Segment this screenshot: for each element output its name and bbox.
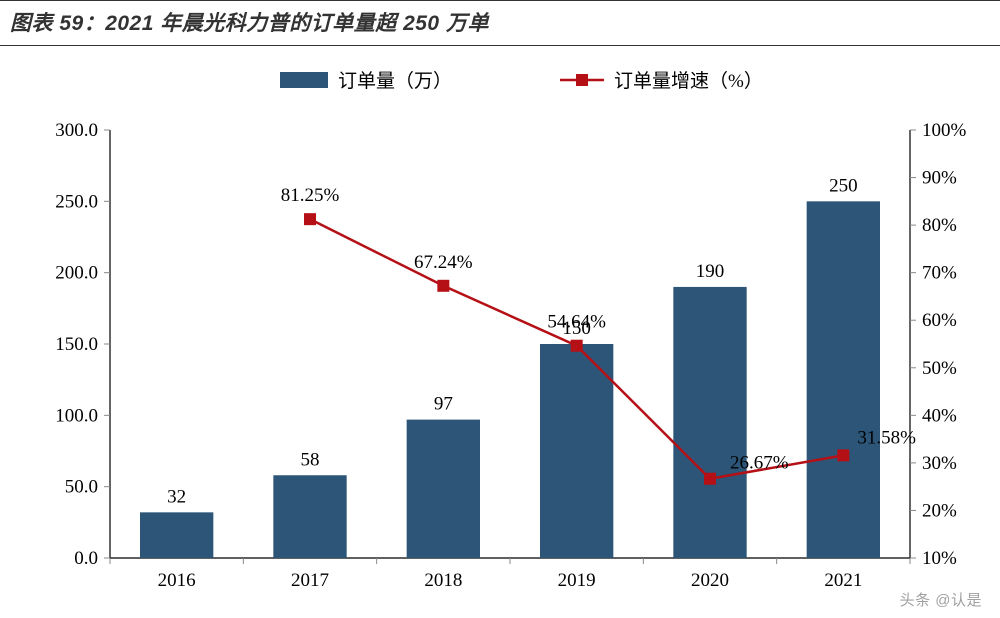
title-bar: 图表 59：2021 年晨光科力普的订单量超 250 万单 bbox=[0, 0, 1000, 46]
y-left-label: 200.0 bbox=[55, 263, 98, 284]
growth-value-label: 31.58% bbox=[857, 427, 916, 448]
legend-bar-swatch bbox=[280, 72, 328, 88]
bar bbox=[807, 201, 880, 558]
bar-value-label: 250 bbox=[829, 175, 858, 196]
y-left-label: 250.0 bbox=[55, 191, 98, 212]
y-left-label: 300.0 bbox=[55, 120, 98, 141]
bar bbox=[273, 475, 346, 558]
x-category-label: 2017 bbox=[291, 570, 329, 591]
y-right-label: 100% bbox=[922, 120, 967, 141]
growth-value-label: 67.24% bbox=[414, 252, 473, 273]
growth-marker bbox=[837, 449, 849, 461]
y-right-label: 20% bbox=[922, 500, 957, 521]
y-right-label: 40% bbox=[922, 405, 957, 426]
x-category-label: 2018 bbox=[424, 570, 462, 591]
x-category-label: 2019 bbox=[558, 570, 596, 591]
bar bbox=[540, 344, 613, 558]
y-right-label: 30% bbox=[922, 453, 957, 474]
x-category-label: 2016 bbox=[158, 570, 196, 591]
legend-line-marker bbox=[576, 74, 588, 86]
growth-value-label: 81.25% bbox=[281, 185, 340, 206]
y-left-label: 100.0 bbox=[55, 405, 98, 426]
y-right-label: 50% bbox=[922, 358, 957, 379]
chart-area: 订单量（万） 订单量增速（%） 0.0 50.0 100.0 150.0 200.0 250.… bbox=[30, 60, 990, 608]
chart-svg: 订单量（万） 订单量增速（%） 0.0 50.0 100.0 150.0 200.0 250.… bbox=[30, 60, 990, 608]
bar bbox=[673, 287, 746, 558]
x-category-label: 2021 bbox=[824, 570, 862, 591]
bar bbox=[407, 420, 480, 558]
bar-value-label: 32 bbox=[167, 486, 186, 507]
growth-value-label: 26.67% bbox=[730, 453, 789, 474]
growth-marker bbox=[304, 213, 316, 225]
y-right-label: 80% bbox=[922, 215, 957, 236]
x-category-label: 2020 bbox=[691, 570, 729, 591]
watermark-text: 头条 @认是 bbox=[900, 589, 982, 610]
growth-value-label: 54.64% bbox=[547, 312, 606, 333]
chart-figure: 图表 59：2021 年晨光科力普的订单量超 250 万单 订单量（万） 订单量增… bbox=[0, 0, 1000, 618]
growth-marker bbox=[571, 340, 583, 352]
legend-bar-label: 订单量（万） bbox=[338, 70, 452, 92]
y-left-label: 150.0 bbox=[55, 334, 98, 355]
y-right-label: 70% bbox=[922, 263, 957, 284]
bar-value-label: 190 bbox=[696, 261, 725, 282]
y-right-label: 60% bbox=[922, 310, 957, 331]
bar-value-label: 58 bbox=[301, 449, 320, 470]
chart-title: 图表 59：2021 年晨光科力普的订单量超 250 万单 bbox=[10, 7, 990, 37]
bar-value-label: 97 bbox=[434, 394, 453, 415]
legend-line-label: 订单量增速（%） bbox=[614, 70, 763, 92]
bar bbox=[140, 512, 213, 558]
growth-marker bbox=[437, 280, 449, 292]
y-left-label: 50.0 bbox=[65, 477, 98, 498]
y-left-label: 0.0 bbox=[74, 548, 98, 569]
growth-marker bbox=[704, 473, 716, 485]
y-right-label: 90% bbox=[922, 168, 957, 189]
y-right-label: 10% bbox=[922, 548, 957, 569]
